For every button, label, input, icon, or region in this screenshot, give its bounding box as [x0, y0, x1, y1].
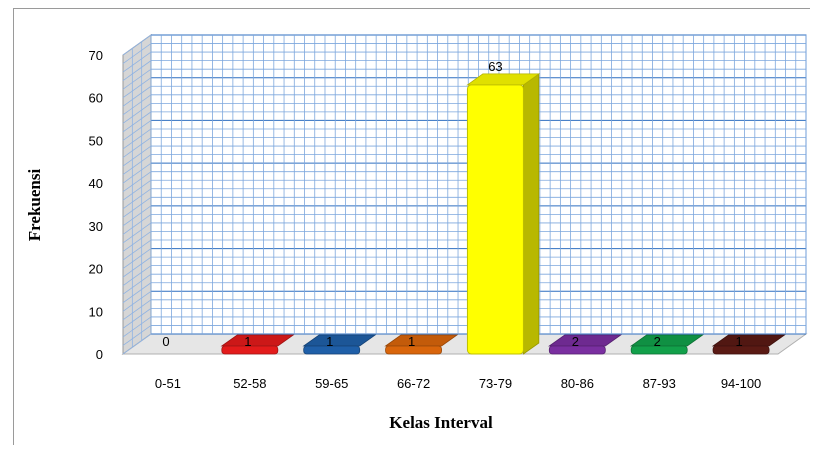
chart-frame	[13, 8, 810, 445]
side-gridline	[122, 162, 152, 184]
side-gridline	[122, 77, 152, 99]
x-category-label: 87-93	[643, 376, 676, 391]
x-category-label: 52-58	[233, 376, 266, 391]
side-gridline	[122, 273, 152, 295]
side-gridline	[122, 128, 152, 150]
side-gridline	[122, 222, 152, 244]
bar	[221, 345, 279, 355]
bar-side	[523, 73, 540, 355]
y-tick-label: 50	[89, 133, 103, 148]
data-label: 1	[326, 334, 333, 349]
side-gridline	[122, 299, 152, 321]
data-label: 1	[244, 334, 251, 349]
side-gridline	[122, 316, 152, 338]
side-gridline	[122, 60, 152, 81]
side-gridline	[122, 231, 152, 252]
side-gridline	[122, 85, 152, 107]
side-gridline	[122, 239, 152, 261]
side-gridline	[122, 214, 152, 235]
data-label: 0	[162, 334, 169, 349]
side-gridline	[122, 308, 152, 329]
y-tick-label: 70	[89, 48, 103, 63]
side-gridline	[122, 290, 152, 312]
y-tick-label: 10	[89, 304, 103, 319]
side-gridline	[122, 248, 152, 269]
bar	[630, 345, 688, 355]
x-axis-categories: 0-51 52-58 59-65 66-72 73-79 80-86 87-93 94-100	[155, 376, 761, 391]
y-tick-label: 0	[96, 347, 103, 362]
side-gridline	[122, 154, 152, 175]
side-gridline	[122, 145, 152, 167]
y-axis-ticks: 0 10 20 30 40 50 60 70	[89, 48, 103, 362]
side-gridline	[122, 51, 152, 73]
side-gridline	[122, 94, 152, 116]
side-gridline	[122, 120, 152, 141]
side-gridline	[122, 111, 152, 133]
data-label: 63	[488, 59, 502, 74]
y-tick-label: 30	[89, 219, 103, 234]
data-label: 2	[572, 334, 579, 349]
side-gridline	[122, 68, 152, 90]
bar	[548, 345, 606, 355]
y-axis-title: Frekuensi	[25, 169, 44, 242]
side-gridline	[122, 196, 152, 218]
x-category-label: 94-100	[721, 376, 761, 391]
data-labels: 0 1 1 1 63 2 2 1	[162, 59, 742, 349]
x-axis-title: Kelas Interval	[389, 413, 493, 432]
y-tick-label: 20	[89, 262, 103, 277]
bar	[385, 345, 442, 355]
x-category-label: 73-79	[479, 376, 512, 391]
side-gridline	[122, 188, 152, 210]
side-gridline	[122, 103, 152, 124]
bar	[303, 345, 361, 355]
side-gridline	[122, 333, 152, 355]
bars-group	[220, 73, 786, 355]
data-label: 1	[408, 334, 415, 349]
chart-walls	[121, 34, 808, 355]
side-gridline	[122, 205, 152, 227]
side-gridline	[122, 179, 152, 201]
x-category-label: 0-51	[155, 376, 181, 391]
data-label: 1	[735, 334, 742, 349]
y-tick-label: 40	[89, 176, 103, 191]
side-gridline	[122, 282, 152, 304]
x-category-label: 66-72	[397, 376, 430, 391]
side-gridline	[122, 325, 152, 346]
y-tick-label: 60	[89, 91, 103, 106]
side-gridline	[122, 171, 152, 193]
x-category-label: 59-65	[315, 376, 348, 391]
side-gridline	[122, 265, 152, 286]
side-gridline	[122, 256, 152, 278]
x-category-label: 80-86	[561, 376, 594, 391]
bar	[712, 345, 770, 355]
bar	[466, 84, 524, 355]
data-label: 2	[654, 334, 661, 349]
side-gridline	[122, 137, 152, 158]
side-gridline	[122, 34, 152, 56]
side-gridline	[122, 43, 152, 64]
side-wall	[122, 34, 152, 355]
